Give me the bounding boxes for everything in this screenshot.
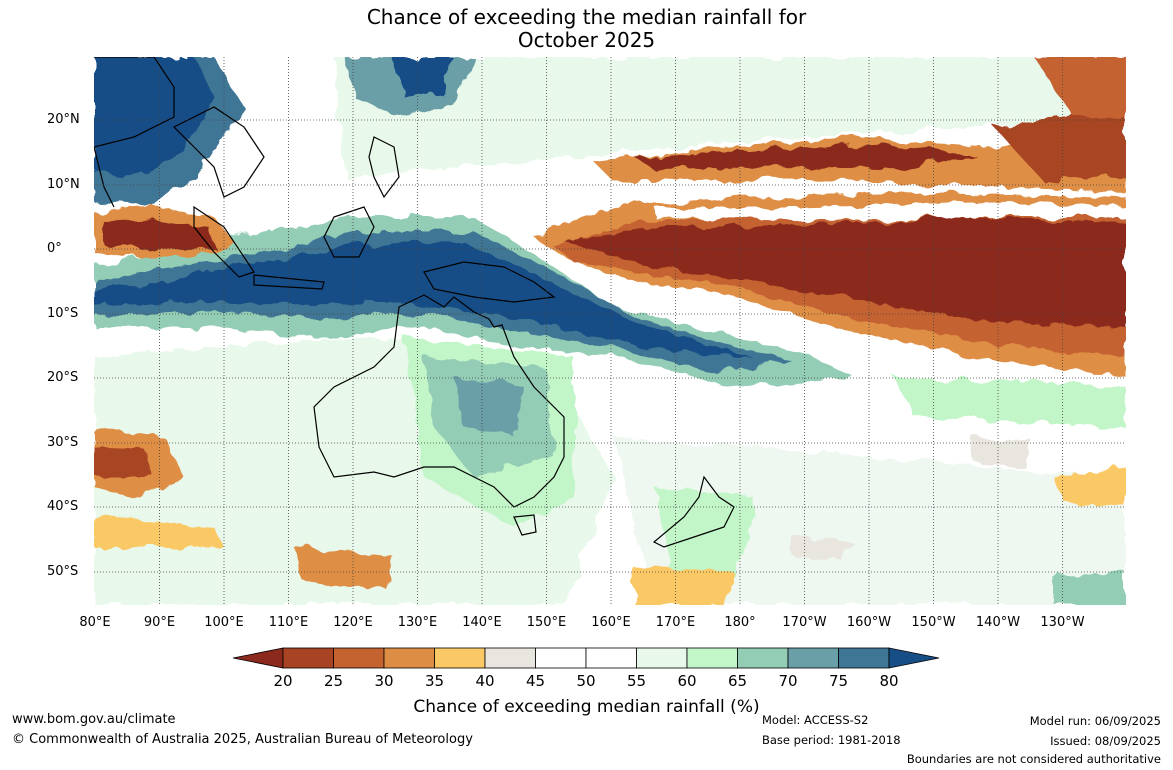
copyright-text: © Commonwealth of Australia 2025, Austra… [12, 732, 473, 747]
longitude-label: 120°E [333, 615, 373, 630]
colorbar-tick-label: 40 [475, 672, 495, 690]
colorbar-tick-label: 80 [879, 672, 899, 690]
issued-date: Issued: 08/09/2025 [1050, 734, 1161, 748]
longitude-label: 160°W [846, 615, 892, 630]
rainfall-fields [94, 57, 1126, 605]
colorbar-tick-label: 20 [273, 672, 293, 690]
longitude-label: 160°E [591, 615, 631, 630]
colorbar-tick-label: 50 [576, 672, 596, 690]
boundaries-disclaimer: Boundaries are not considered authoritat… [906, 752, 1161, 766]
borneo-coast [323, 206, 375, 258]
tasmania-coast [513, 514, 537, 536]
longitude-label: 110°E [268, 615, 309, 630]
model-run-date: Model run: 06/09/2025 [1029, 714, 1161, 728]
indochina-coast [172, 106, 265, 198]
colorbar [233, 647, 939, 669]
asia-coast [94, 57, 175, 148]
colorbar-tick-label: 60 [677, 672, 697, 690]
new-guinea-coast [423, 261, 556, 303]
colorbar-segment [686, 647, 738, 669]
latitude-label: 10°N [47, 177, 80, 192]
colorbar-tick-label: 75 [828, 672, 849, 690]
longitude-label: 130°E [397, 615, 438, 630]
colorbar-segment [636, 647, 688, 669]
colorbar-segment [737, 647, 789, 669]
latitude-label: 0° [47, 241, 62, 256]
colorbar-tick-label: 45 [525, 672, 546, 690]
longitude-label: 150°E [526, 615, 567, 630]
rainfall-map [94, 57, 1126, 605]
website-link[interactable]: www.bom.gov.au/climate [12, 712, 176, 727]
map-title-line2: October 2025 [517, 28, 656, 52]
latitude-label: 50°S [47, 564, 79, 579]
latitude-label: 20°S [47, 370, 79, 385]
longitude-label: 170°W [782, 615, 827, 630]
australia-coast [313, 294, 565, 508]
colorbar-segment [333, 647, 385, 669]
longitude-label: 100°E [204, 615, 244, 630]
colorbar-segment [787, 647, 839, 669]
colorbar-over-arrow [888, 647, 939, 669]
longitude-label: 130°W [1040, 615, 1085, 630]
coastlines [94, 57, 735, 548]
colorbar-tick-label: 35 [424, 672, 445, 690]
colorbar-tick-label: 55 [626, 672, 647, 690]
longitude-label: 180° [724, 615, 756, 630]
base-period: Base period: 1981-2018 [762, 733, 901, 747]
java-coast [253, 274, 325, 290]
latitude-label: 10°S [47, 306, 79, 321]
colorbar-segment [484, 647, 536, 669]
philippines-coast [368, 136, 400, 199]
longitude-label: 90°E [143, 615, 176, 630]
latitude-label: 40°S [47, 499, 79, 514]
longitude-label: 150°W [911, 615, 956, 630]
sumatra-coast [193, 205, 255, 278]
model-name: Model: ACCESS-S2 [762, 713, 869, 727]
latitude-label: 20°N [47, 112, 80, 127]
longitude-label: 170°E [655, 615, 696, 630]
colorbar-segment [585, 647, 637, 669]
colorbar-tick-label: 30 [374, 672, 394, 690]
india-coast [94, 146, 115, 208]
colorbar-tick-label: 70 [778, 672, 798, 690]
longitude-label: 80°E [79, 615, 111, 630]
longitude-label: 140°W [975, 615, 1021, 630]
colorbar-tick-label: 65 [727, 672, 748, 690]
map-title-line1: Chance of exceeding the median rainfall … [366, 5, 807, 29]
longitude-label: 140°E [462, 615, 502, 630]
colorbar-tick-label: 25 [323, 672, 344, 690]
colorbar-segment [383, 647, 435, 669]
graticule [94, 57, 1126, 605]
latitude-label: 30°S [47, 435, 79, 450]
colorbar-segment [838, 647, 890, 669]
colorbar-title: Chance of exceeding median rainfall (%) [413, 697, 760, 717]
colorbar-segment [434, 647, 486, 669]
colorbar-under-arrow [233, 647, 284, 669]
colorbar-segment [282, 647, 334, 669]
colorbar-segment [535, 647, 587, 669]
